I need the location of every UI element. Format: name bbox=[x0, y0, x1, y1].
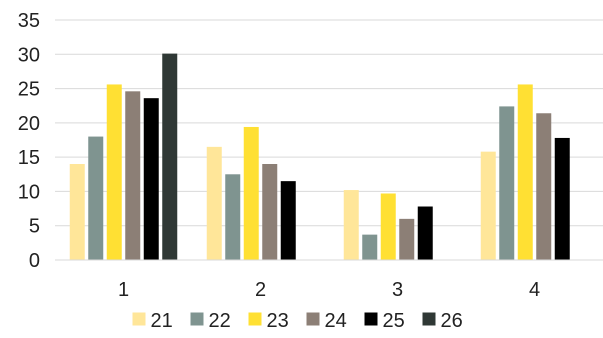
y-tick-label: 25 bbox=[18, 79, 40, 101]
bar-series-25-cat-2 bbox=[280, 181, 296, 260]
bar-series-24-cat-3 bbox=[399, 218, 415, 260]
legend-item-26: 26 bbox=[422, 310, 463, 332]
bar-series-23-cat-2 bbox=[243, 126, 259, 260]
legend-item-25: 25 bbox=[364, 310, 405, 332]
bar-series-23-cat-4 bbox=[517, 84, 533, 260]
bars bbox=[69, 53, 570, 261]
bar-series-24-cat-2 bbox=[262, 164, 278, 260]
legend-item-22: 22 bbox=[190, 310, 231, 332]
y-tick-label: 20 bbox=[18, 113, 40, 135]
bar-series-22-cat-3 bbox=[362, 234, 378, 260]
bar-series-21-cat-3 bbox=[343, 190, 359, 260]
bar-series-21-cat-2 bbox=[206, 146, 222, 260]
x-tick-label: 3 bbox=[392, 279, 403, 301]
bar-series-25-cat-3 bbox=[417, 206, 433, 260]
x-tick-label: 1 bbox=[118, 279, 129, 301]
y-axis-ticks: 0 5 10 15 20 25 30 35 bbox=[18, 10, 40, 272]
bar-series-25-cat-1 bbox=[143, 98, 159, 261]
legend: 21 22 23 24 25 26 bbox=[132, 310, 463, 332]
bar-series-24-cat-4 bbox=[536, 113, 552, 260]
x-tick-label: 2 bbox=[255, 279, 266, 301]
legend-item-21: 21 bbox=[132, 310, 173, 332]
legend-label: 25 bbox=[383, 310, 405, 332]
bar-series-22-cat-1 bbox=[88, 136, 104, 260]
legend-item-23: 23 bbox=[248, 310, 289, 332]
bar-series-22-cat-4 bbox=[499, 106, 515, 261]
y-tick-label: 15 bbox=[18, 147, 40, 169]
y-tick-label: 10 bbox=[18, 181, 40, 203]
bar-series-23-cat-1 bbox=[106, 84, 122, 260]
bar-series-25-cat-4 bbox=[554, 137, 570, 260]
legend-swatch bbox=[248, 312, 262, 326]
bar-series-24-cat-1 bbox=[125, 91, 141, 260]
y-tick-label: 5 bbox=[29, 216, 40, 238]
legend-item-24: 24 bbox=[306, 310, 347, 332]
legend-label: 23 bbox=[267, 310, 289, 332]
legend-label: 21 bbox=[151, 310, 173, 332]
legend-swatch bbox=[422, 312, 436, 326]
x-axis-ticks: 1 2 3 4 bbox=[118, 279, 540, 301]
legend-swatch bbox=[364, 312, 378, 326]
bar-series-22-cat-2 bbox=[225, 174, 241, 260]
legend-label: 22 bbox=[209, 310, 231, 332]
legend-swatch bbox=[132, 312, 146, 326]
legend-swatch bbox=[306, 312, 320, 326]
legend-label: 26 bbox=[441, 310, 463, 332]
legend-swatch bbox=[190, 312, 204, 326]
bar-series-21-cat-4 bbox=[480, 151, 496, 260]
y-tick-label: 30 bbox=[18, 44, 40, 66]
y-tick-label: 0 bbox=[29, 250, 40, 272]
bar-series-26-cat-1 bbox=[162, 53, 178, 260]
y-tick-label: 35 bbox=[18, 10, 40, 32]
x-tick-label: 4 bbox=[529, 279, 540, 301]
legend-label: 24 bbox=[325, 310, 347, 332]
bar-series-21-cat-1 bbox=[69, 164, 85, 260]
bar-series-23-cat-3 bbox=[380, 193, 396, 260]
